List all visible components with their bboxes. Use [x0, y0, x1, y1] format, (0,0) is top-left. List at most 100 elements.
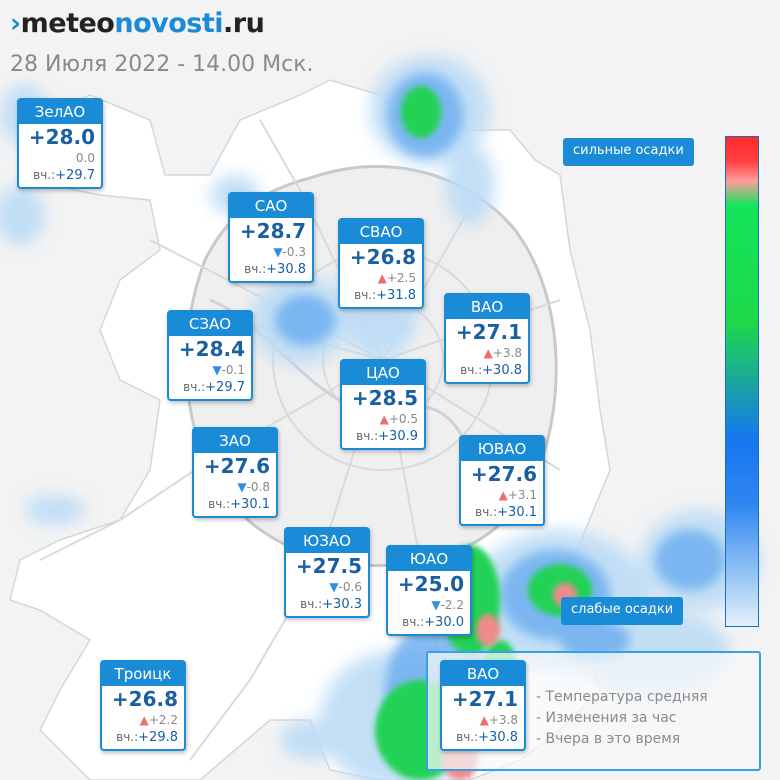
hourly-change: ▼-0.3 — [230, 244, 312, 260]
temperature-value: +26.8 — [111, 687, 178, 711]
yesterday-value: +30.9 — [378, 429, 418, 444]
hourly-change: ▼-0.8 — [194, 479, 276, 495]
trend-arrow-icon: ▼ — [273, 245, 283, 259]
temperature-value: +26.8 — [349, 245, 416, 269]
trend-arrow-icon: ▲ — [377, 271, 387, 285]
logo-novosti: novosti — [114, 8, 224, 39]
district-card-sao: САО +28.7 ▼-0.3 вч.:+30.8 — [228, 192, 314, 283]
legend-item-yesterday: - Вчера в это время — [536, 731, 681, 747]
yesterday-value: +30.8 — [482, 363, 522, 378]
scale-label-strong: сильные осадки — [563, 138, 694, 166]
hourly-change-value: -0.8 — [246, 480, 270, 494]
district-name: Троицк — [102, 662, 184, 686]
hourly-change: ▲+3.8 — [446, 345, 528, 361]
yesterday-row: вч.:+30.8 — [442, 728, 524, 749]
hourly-change: ▲+3.1 — [461, 487, 543, 503]
hourly-change: ▲+0.5 — [342, 411, 424, 427]
yesterday-value: +30.0 — [424, 615, 464, 630]
yesterday-value: +30.3 — [322, 597, 362, 612]
temperature-value: +27.5 — [295, 554, 362, 578]
yesterday-value: +30.8 — [266, 262, 306, 277]
temperature-value: +27.6 — [470, 462, 537, 486]
district-name: ВАО — [446, 295, 528, 319]
legend-box: ВАО +27.1 ▲+3.8 вч.:+30.8 - Температура … — [426, 651, 761, 771]
district-card-cao: ЦАО +28.5 ▲+0.5 вч.:+30.9 — [340, 359, 426, 450]
yesterday-label: вч.: — [300, 597, 323, 611]
yesterday-row: вч.:+30.3 — [286, 595, 368, 616]
trend-arrow-icon: ▲ — [483, 346, 493, 360]
yesterday-value: +30.1 — [497, 505, 537, 520]
hourly-change-value: +2.2 — [148, 713, 178, 727]
trend-arrow-icon: ▼ — [329, 580, 339, 594]
temperature-value: +27.1 — [451, 687, 518, 711]
yesterday-row: вч.:+30.0 — [388, 613, 470, 634]
hourly-change: 0.0 — [19, 150, 101, 166]
hourly-change-value: 0.0 — [75, 151, 95, 165]
district-card-yuao: ЮАО +25.0 ▼-2.2 вч.:+30.0 — [386, 545, 472, 636]
yesterday-label: вч.: — [402, 615, 425, 629]
temperature-value: +27.6 — [203, 454, 270, 478]
temperature-value: +28.7 — [239, 219, 306, 243]
yesterday-row: вч.:+31.8 — [340, 286, 422, 307]
hourly-change-value: -0.3 — [282, 245, 306, 259]
trend-arrow-icon: ▼ — [431, 598, 441, 612]
yesterday-label: вч.: — [356, 429, 379, 443]
yesterday-label: вч.: — [354, 288, 377, 302]
trend-arrow-icon: ▲ — [139, 713, 149, 727]
yesterday-row: вч.:+30.8 — [446, 361, 528, 382]
district-name: СВАО — [340, 220, 422, 244]
hourly-change: ▲+3.8 — [442, 712, 524, 728]
district-name: САО — [230, 194, 312, 218]
yesterday-value: +29.7 — [205, 380, 245, 395]
temperature-value: +28.4 — [178, 337, 245, 361]
yesterday-label: вч.: — [183, 380, 206, 394]
hourly-change-value: +3.8 — [488, 713, 518, 727]
yesterday-label: вч.: — [116, 730, 139, 744]
legend-list: - Температура средняя - Изменения за час… — [536, 687, 708, 750]
yesterday-value: +30.1 — [230, 497, 270, 512]
hourly-change: ▼-2.2 — [388, 597, 470, 613]
legend-item-temperature: - Температура средняя — [536, 689, 708, 705]
yesterday-label: вч.: — [475, 505, 498, 519]
district-card-vao: ВАО +27.1 ▲+3.8 вч.:+30.8 — [444, 293, 530, 384]
hourly-change-value: +2.5 — [386, 271, 416, 285]
logo-tld: .ru — [223, 8, 265, 39]
yesterday-label: вч.: — [33, 168, 56, 182]
date-subtitle: 28 Июля 2022 - 14.00 Мск. — [10, 52, 314, 77]
district-name: СЗАО — [169, 312, 251, 336]
yesterday-row: вч.:+29.7 — [169, 378, 251, 399]
district-name: ЗАО — [194, 429, 276, 453]
temperature-value: +28.5 — [351, 386, 418, 410]
trend-arrow-icon: ▲ — [498, 488, 508, 502]
hourly-change-value: -0.6 — [338, 580, 362, 594]
hourly-change: ▼-0.6 — [286, 579, 368, 595]
trend-arrow-icon: ▼ — [212, 363, 222, 377]
yesterday-value: +29.8 — [138, 730, 178, 745]
yesterday-label: вч.: — [244, 262, 267, 276]
yesterday-label: вч.: — [208, 497, 231, 511]
temperature-value: +27.1 — [455, 320, 522, 344]
hourly-change: ▼-0.1 — [169, 362, 251, 378]
district-card-yuvao: ЮВАО +27.6 ▲+3.1 вч.:+30.1 — [459, 435, 545, 526]
district-card-szao: СЗАО +28.4 ▼-0.1 вч.:+29.7 — [167, 310, 253, 401]
logo-mark: › — [10, 8, 21, 39]
district-card-yuzao: ЮЗАО +27.5 ▼-0.6 вч.:+30.3 — [284, 527, 370, 618]
temperature-value: +28.0 — [28, 125, 95, 149]
district-name: ЗелАО — [19, 100, 101, 124]
legend-item-hourly-change: - Изменения за час — [536, 710, 677, 726]
logo-meteo: meteo — [20, 8, 115, 39]
district-name: ЮАО — [388, 547, 470, 571]
hourly-change: ▲+2.2 — [102, 712, 184, 728]
hourly-change: ▲+2.5 — [340, 270, 422, 286]
district-name: ЮЗАО — [286, 529, 368, 553]
district-name: ЦАО — [342, 361, 424, 385]
district-card-zelao: ЗелАО +28.0 0.0 вч.:+29.7 — [17, 98, 103, 189]
legend-sample-card: ВАО +27.1 ▲+3.8 вч.:+30.8 — [440, 660, 526, 751]
hourly-change-value: +0.5 — [388, 412, 418, 426]
site-logo: ›meteonovosti.ru — [10, 8, 265, 39]
district-card-zao: ЗАО +27.6 ▼-0.8 вч.:+30.1 — [192, 427, 278, 518]
yesterday-row: вч.:+30.1 — [194, 495, 276, 516]
temperature-value: +25.0 — [397, 572, 464, 596]
yesterday-value: +31.8 — [376, 288, 416, 303]
